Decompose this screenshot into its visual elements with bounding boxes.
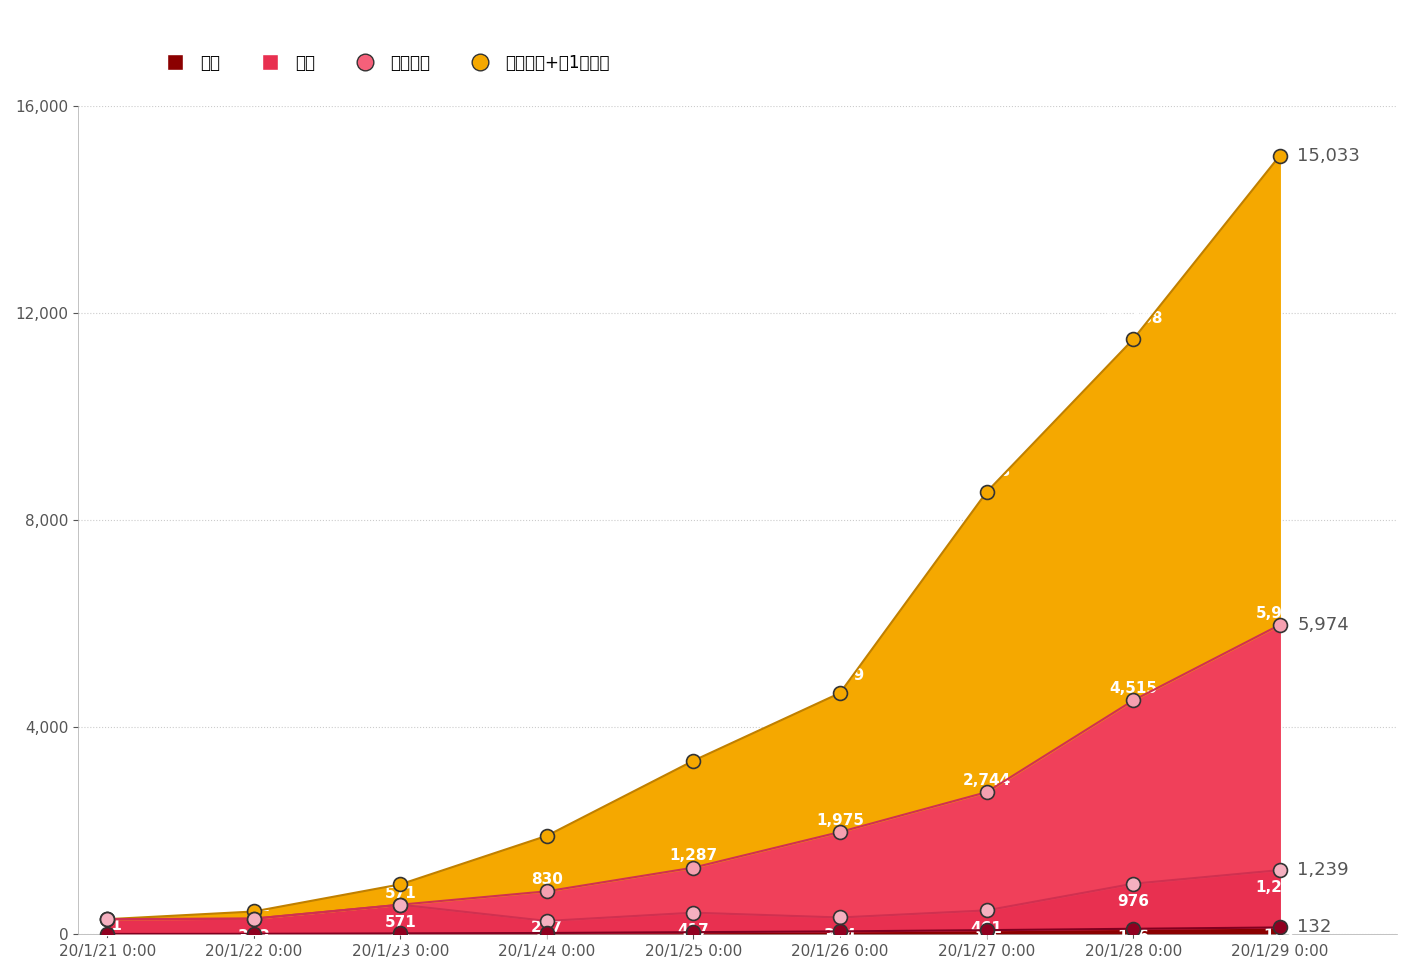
- Text: 132: 132: [1264, 928, 1296, 943]
- Text: 291: 291: [92, 918, 123, 933]
- Text: 106: 106: [1117, 929, 1149, 945]
- Text: 5,974: 5,974: [1255, 606, 1303, 620]
- Text: 1,902: 1,902: [522, 810, 570, 825]
- Text: 417: 417: [678, 923, 709, 938]
- Text: 461: 461: [970, 920, 1003, 936]
- Text: 25: 25: [537, 933, 558, 949]
- Text: 1,239: 1,239: [1255, 880, 1303, 895]
- Text: 830: 830: [531, 872, 563, 887]
- Text: 6: 6: [102, 934, 113, 949]
- Text: 964: 964: [384, 859, 417, 874]
- Text: 2,744: 2,744: [963, 773, 1011, 788]
- Text: 8,538: 8,538: [963, 465, 1011, 479]
- Text: 132: 132: [1298, 918, 1332, 936]
- Text: 1,287: 1,287: [669, 848, 717, 864]
- Text: 80: 80: [976, 930, 997, 946]
- Text: 440: 440: [237, 886, 270, 901]
- Text: 571: 571: [384, 915, 417, 930]
- Text: 302: 302: [237, 900, 270, 915]
- Text: 1,975: 1,975: [816, 813, 864, 828]
- Text: 15,033: 15,033: [1298, 147, 1360, 165]
- Text: 4,515: 4,515: [1110, 681, 1158, 696]
- Text: 571: 571: [384, 885, 417, 901]
- Text: 17: 17: [390, 934, 411, 949]
- Text: 11,488: 11,488: [1104, 312, 1162, 326]
- Text: 976: 976: [1117, 894, 1149, 909]
- Text: 5,974: 5,974: [1298, 616, 1348, 634]
- Text: 291: 291: [92, 900, 123, 915]
- Text: 3,352: 3,352: [669, 735, 717, 750]
- Legend: 死亡, 重症, 确诊病例, 确诊病例+留1似病例: 死亡, 重症, 确诊病例, 确诊病例+留1似病例: [152, 48, 617, 79]
- Text: 4,659: 4,659: [816, 667, 864, 683]
- Text: 9: 9: [249, 934, 258, 949]
- Text: 15,033: 15,033: [1251, 131, 1309, 145]
- Text: 324: 324: [825, 928, 856, 943]
- Text: 291: 291: [92, 894, 123, 909]
- Text: 257: 257: [531, 919, 563, 935]
- Text: 41: 41: [683, 933, 705, 948]
- Text: 56: 56: [829, 932, 850, 947]
- Text: 1,239: 1,239: [1298, 861, 1348, 880]
- Text: 302: 302: [237, 929, 270, 944]
